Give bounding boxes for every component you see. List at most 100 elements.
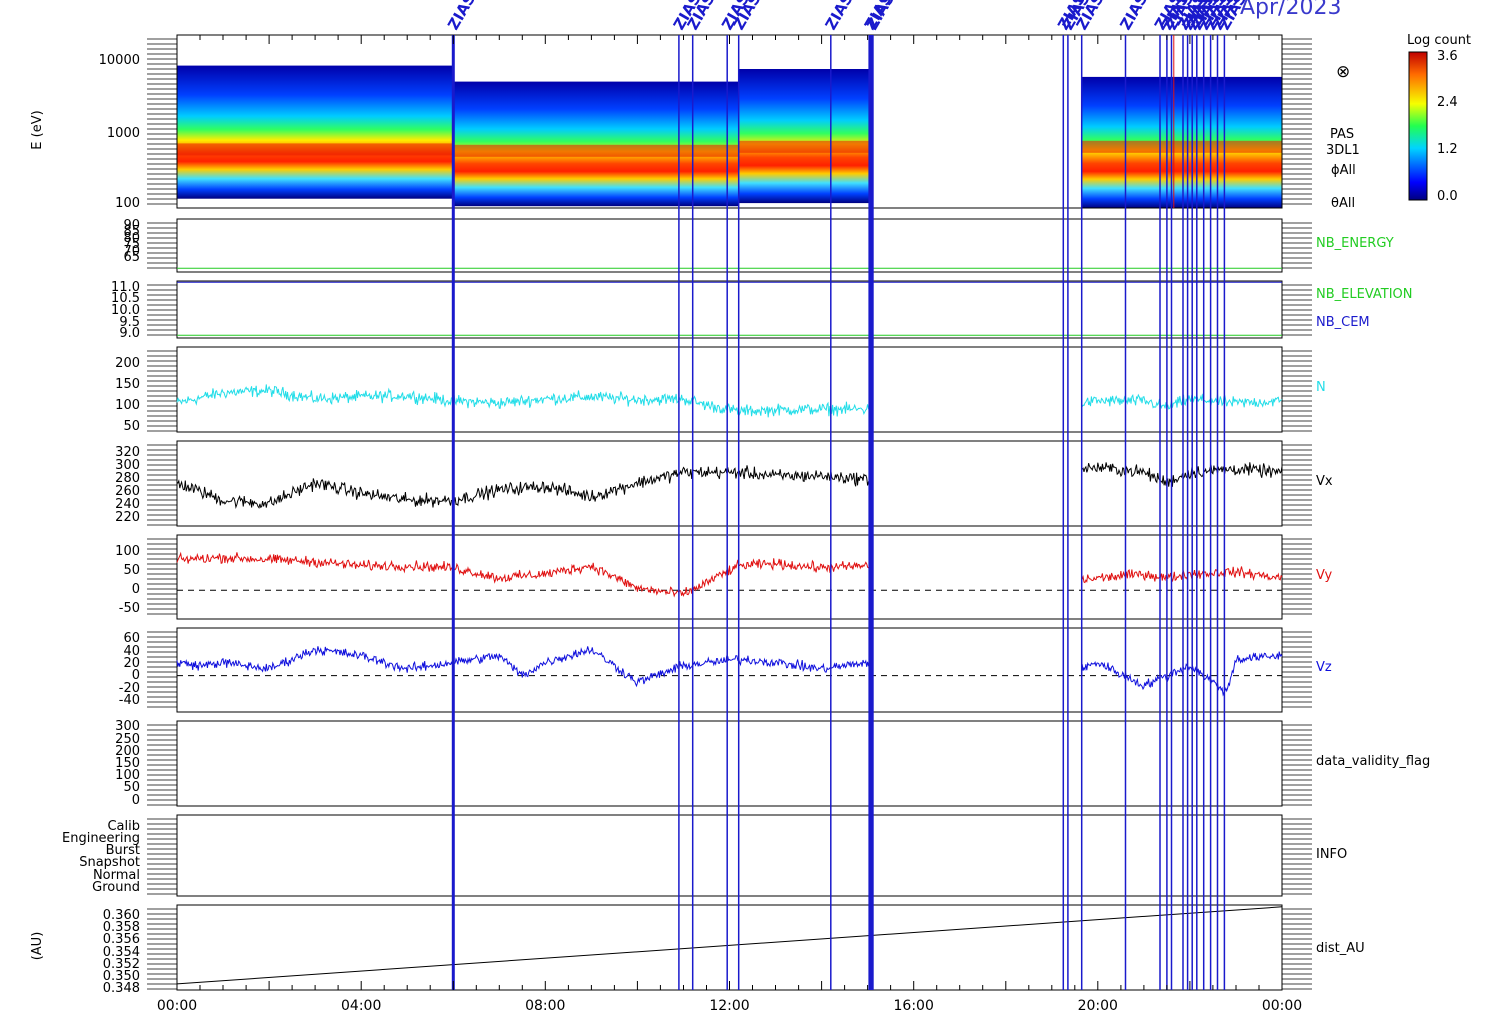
y-tick-label: 0.356	[103, 932, 140, 947]
colorbar-tick: 2.4	[1437, 95, 1458, 110]
vy-frame	[176, 534, 1283, 620]
y-tick-label: 40	[123, 644, 140, 659]
spectrogram-ylabel: E (eV)	[30, 110, 45, 149]
pas-label: ϕAll	[1331, 163, 1356, 178]
vz-series-line	[176, 646, 870, 688]
nb_elev_cem-frame	[176, 280, 1283, 339]
y-tick-label: 75	[123, 237, 140, 252]
y-tick-label: 150	[115, 377, 140, 392]
y-tick-label: 0.352	[103, 957, 140, 972]
y-tick-label: 220	[115, 510, 140, 525]
nb-cem-label: NB_CEM	[1316, 315, 1370, 330]
y-tick-label: 85	[123, 224, 140, 239]
y-tick-label: 11.0	[111, 280, 140, 295]
y-tick-label: 200	[115, 744, 140, 759]
y-tick-label: 50	[123, 419, 140, 434]
x-tick-label: 04:00	[341, 998, 381, 1014]
y-tick-label: 280	[115, 471, 140, 486]
colorbar-title: Log count	[1407, 33, 1471, 48]
info-frame	[176, 814, 1283, 897]
y-tick-label: 0	[132, 582, 140, 597]
y-tick-label: Snapshot	[79, 855, 140, 870]
y-tick-label: -50	[119, 601, 140, 616]
dist-label: dist_AU	[1316, 941, 1365, 956]
pas-label: θAll	[1331, 196, 1355, 211]
y-tick-label: 100	[115, 398, 140, 413]
y-tick-label: Burst	[106, 843, 140, 858]
x-tick-label: 12:00	[709, 998, 749, 1014]
spectrogram-peak-band	[1081, 140, 1282, 153]
vx-label: Vx	[1316, 474, 1333, 489]
vx-series-line	[176, 465, 870, 510]
y-tick-label: 10.5	[111, 291, 140, 306]
pas-label: PAS	[1330, 127, 1354, 142]
colorbar: Log count 3.6 2.4 1.2 0.0	[1407, 33, 1471, 204]
y-tick-label: 100	[115, 544, 140, 559]
x-tick-label: 00:00	[1262, 998, 1302, 1014]
info-label: INFO	[1316, 847, 1347, 862]
y-tick-label: 150	[115, 756, 140, 771]
y-tick-label: 320	[115, 445, 140, 460]
vz-series-line	[1081, 651, 1283, 697]
y-tick-label: 70	[123, 244, 140, 259]
y-tick-label: 250	[115, 732, 140, 747]
spectrogram-block	[177, 65, 454, 199]
event-marker-label: ZIAS	[444, 0, 479, 33]
vx-series-line	[1081, 462, 1283, 487]
y-tick-label: Ground	[92, 880, 140, 895]
nb-energy-label: NB_ENERGY	[1316, 236, 1394, 251]
y-tick-label: 100	[115, 196, 140, 211]
y-tick-label: 100	[115, 768, 140, 783]
dist-series-line	[176, 906, 1283, 985]
validity-frame	[176, 720, 1283, 807]
event-marker-label: ZIAS	[822, 0, 857, 33]
colorbar-tick: 3.6	[1437, 49, 1458, 64]
vx-frame	[176, 440, 1283, 527]
spectrogram-peak-band	[738, 140, 870, 153]
y-tick-label: 0	[132, 668, 140, 683]
colorbar-gradient	[1408, 51, 1428, 201]
x-tick-label: 00:00	[157, 998, 197, 1014]
y-tick-label: 0.350	[103, 969, 140, 984]
y-tick-label: 50	[123, 780, 140, 795]
y-tick-label: 80	[123, 231, 140, 246]
colorbar-tick: 0.0	[1437, 189, 1458, 204]
y-tick-label: 1000	[107, 126, 140, 141]
y-tick-label: 10000	[99, 53, 140, 68]
right-labels: ⊗ PAS 3DL1 ϕAll θAll NB_ENERGY NB_ELEVAT…	[1316, 62, 1430, 956]
panel-group: 10000100010090858075706511.010.510.09.59…	[62, 34, 1312, 996]
event-marker-label: ZIAS	[863, 0, 898, 33]
nb-elevation-label: NB_ELEVATION	[1316, 287, 1413, 302]
vz-frame	[176, 627, 1283, 713]
x-tick-label: 08:00	[525, 998, 565, 1014]
y-tick-label: Calib	[107, 819, 140, 834]
spectrogram-block	[453, 81, 739, 207]
vy-series-line	[176, 551, 870, 598]
y-tick-label: 0.348	[103, 981, 140, 996]
colorbar-tick: 1.2	[1437, 142, 1458, 157]
y-tick-label: -40	[119, 693, 140, 708]
vz-label: Vz	[1316, 660, 1332, 675]
cross-symbol: ⊗	[1336, 62, 1350, 82]
pas-label: 3DL1	[1326, 143, 1360, 158]
y-tick-label: 0	[132, 793, 140, 808]
spectrogram-block	[738, 69, 870, 204]
y-tick-label: Engineering	[62, 831, 140, 846]
spectrogram-peak-band	[177, 143, 454, 156]
dist-ylabel: (AU)	[30, 932, 45, 961]
y-tick-label: 0.360	[103, 908, 140, 923]
y-tick-label: 60	[123, 631, 140, 646]
spectrogram-peak-band	[453, 144, 739, 157]
vy-label: Vy	[1316, 568, 1333, 583]
n-series-line	[1081, 393, 1283, 410]
validity-label: data_validity_flag	[1316, 754, 1430, 769]
y-tick-label: 20	[123, 656, 140, 671]
n-series-line	[176, 384, 870, 418]
y-tick-label: 50	[123, 563, 140, 578]
event-marker-label: ZIAS	[1116, 0, 1151, 33]
y-tick-label: 300	[115, 719, 140, 734]
y-tick-label: 200	[115, 356, 140, 371]
vy-series-line	[1081, 566, 1283, 584]
y-tick-label: 9.5	[119, 315, 140, 330]
